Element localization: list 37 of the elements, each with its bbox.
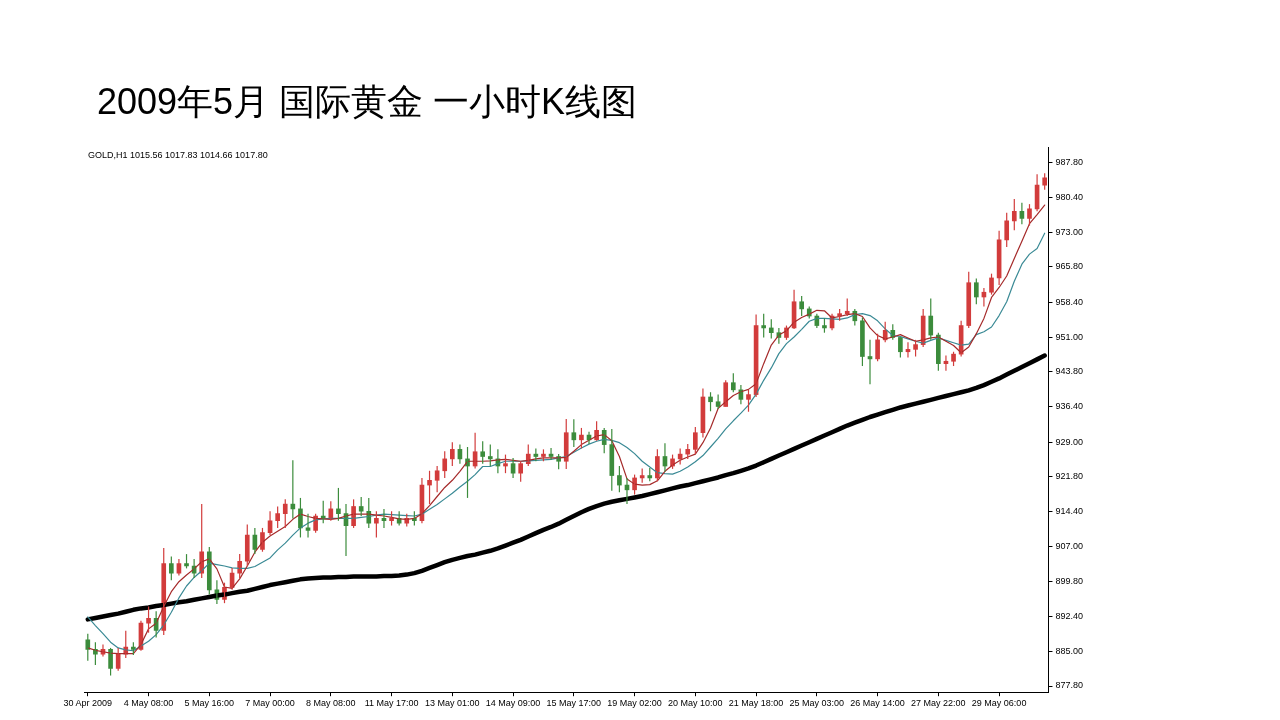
y-tick-label: 929.00 [1055,436,1083,447]
y-tick-label: 907.00 [1055,541,1083,552]
x-tick-label: 20 May 10:00 [668,698,723,709]
x-tick-label: 29 May 06:00 [971,698,1027,709]
y-tick-label: 899.80 [1055,575,1083,586]
y-tick-label: 921.80 [1055,470,1083,481]
x-tick-label: 30 Apr 2009 [63,698,113,709]
y-tick-label: 965.80 [1055,261,1083,272]
annotation: GOLD,H1 1015.56 1017.83 1014.66 1017.80 [88,149,268,160]
chart-title: 2009年5月 国际黄金 一小时K线图 [97,80,638,124]
x-tick-label: 5 May 16:00 [184,698,235,709]
candlestick [480,440,486,465]
x-tick-label: 13 May 01:00 [425,698,480,709]
y-tick-label: 936.40 [1055,401,1083,412]
y-tick-label: 980.40 [1055,191,1083,202]
y-tick-label: 987.80 [1055,156,1083,167]
x-tick-label: 21 May 18:00 [728,698,784,709]
x-tick-label: 15 May 17:00 [546,698,602,709]
y-tick-label: 943.80 [1055,366,1083,377]
x-tick-label: 8 May 08:00 [306,698,356,709]
x-tick-label: 25 May 03:00 [789,698,845,709]
x-tick-label: 7 May 00:00 [245,698,295,709]
x-tick-label: 11 May 17:00 [364,698,419,709]
x-tick-label: 14 May 09:00 [485,698,541,709]
y-tick-label: 973.00 [1055,227,1083,238]
y-tick-label: 877.80 [1055,680,1083,691]
candlestick [746,389,751,413]
y-tick-label: 914.40 [1055,506,1083,517]
y-tick-label: 892.40 [1055,610,1083,621]
x-tick-label: 4 May 08:00 [123,698,174,709]
x-tick-label: 27 May 22:00 [911,698,966,709]
y-tick-label: 958.40 [1055,296,1083,307]
y-tick-label: 951.00 [1055,331,1083,342]
x-tick-label: 19 May 02:00 [607,698,662,709]
x-tick-label: 26 May 14:00 [850,698,905,709]
candlestick [358,496,364,517]
y-tick-label: 885.00 [1055,646,1083,657]
